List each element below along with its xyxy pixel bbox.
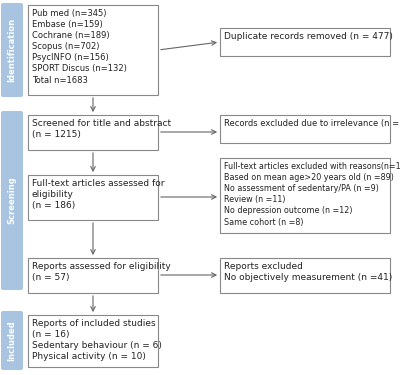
Text: Reports of included studies
(n = 16)
Sedentary behaviour (n = 6)
Physical activi: Reports of included studies (n = 16) Sed… [32, 319, 162, 361]
Text: Duplicate records removed (n = 477): Duplicate records removed (n = 477) [224, 32, 393, 41]
Text: Reports assessed for eligibility
(n = 57): Reports assessed for eligibility (n = 57… [32, 262, 171, 282]
Text: Screening: Screening [8, 177, 16, 224]
Text: Records excluded due to irrelevance (n = 1029): Records excluded due to irrelevance (n =… [224, 119, 400, 128]
FancyBboxPatch shape [28, 258, 158, 293]
FancyBboxPatch shape [220, 258, 390, 293]
FancyBboxPatch shape [28, 5, 158, 95]
Text: Screened for title and abstract
(n = 1215): Screened for title and abstract (n = 121… [32, 119, 171, 139]
Text: Reports excluded
No objectively measurement (n =41): Reports excluded No objectively measurem… [224, 262, 392, 282]
FancyBboxPatch shape [28, 175, 158, 220]
FancyBboxPatch shape [220, 115, 390, 143]
FancyBboxPatch shape [1, 111, 23, 290]
Text: Included: Included [8, 320, 16, 361]
FancyBboxPatch shape [1, 311, 23, 370]
Text: Full-text articles assessed for
eligibility
(n = 186): Full-text articles assessed for eligibil… [32, 179, 164, 210]
Text: Full-text articles excluded with reasons(n=129)
Based on mean age>20 years old (: Full-text articles excluded with reasons… [224, 162, 400, 226]
FancyBboxPatch shape [1, 3, 23, 97]
FancyBboxPatch shape [28, 315, 158, 367]
Text: Pub med (n=345)
Embase (n=159)
Cochrane (n=189)
Scopus (n=702)
PsycINFO (n=156)
: Pub med (n=345) Embase (n=159) Cochrane … [32, 9, 127, 85]
FancyBboxPatch shape [220, 158, 390, 233]
Text: Identification: Identification [8, 18, 16, 82]
FancyBboxPatch shape [220, 28, 390, 56]
FancyBboxPatch shape [28, 115, 158, 150]
